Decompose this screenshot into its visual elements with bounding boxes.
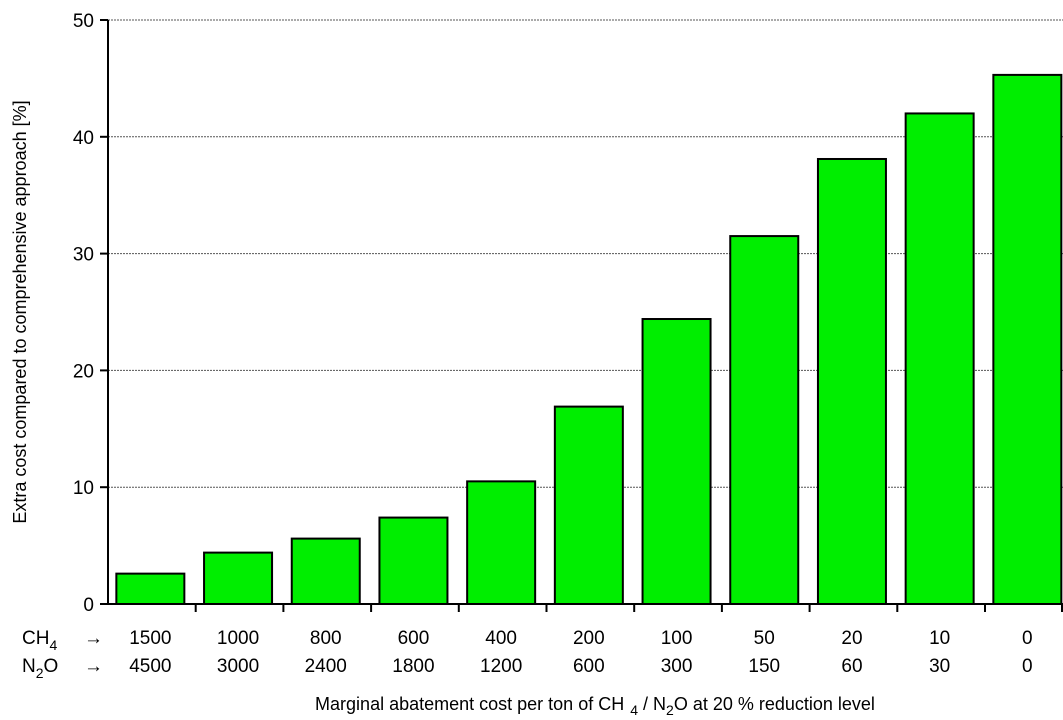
bar	[466, 480, 537, 605]
x-tick-label-ch4: 50	[754, 628, 775, 649]
bar	[553, 405, 624, 605]
x-axis-title-sub1: 4	[630, 702, 638, 718]
grid-lines	[108, 19, 1063, 488]
bar	[378, 516, 449, 605]
x-tick-label-ch4: 20	[841, 628, 862, 649]
bar	[816, 157, 887, 605]
x-tick-label-ch4: 1500	[129, 628, 171, 649]
bar	[729, 235, 800, 606]
x-tick-label-ch4: 400	[485, 628, 517, 649]
row-label-n2o-sub: 2	[36, 665, 44, 681]
y-tick-label: 20	[73, 361, 94, 382]
x-axis-title-prefix: Marginal abatement cost per ton of CH	[315, 694, 624, 714]
bar	[641, 318, 712, 605]
bar	[904, 112, 975, 605]
x-tick-label-n2o: 600	[573, 656, 605, 677]
row-arrow-ch4: →	[84, 628, 103, 649]
y-tick-label: 40	[73, 128, 94, 149]
x-tick-label-n2o: 150	[748, 656, 780, 677]
x-tick-label-n2o: 30	[929, 656, 950, 677]
y-tick-label: 0	[83, 595, 94, 616]
row-label-n2o: N2O	[22, 656, 58, 681]
x-axis-title-suffix: O at 20 % reduction level	[674, 694, 875, 714]
y-tick-label: 10	[73, 478, 94, 499]
y-axis-title: Extra cost compared to comprehensive app…	[10, 100, 30, 523]
x-tick-label-n2o: 60	[841, 656, 862, 677]
row-label-n2o-base: N	[22, 656, 36, 677]
row-label-ch4-base: CH	[22, 628, 49, 649]
bars	[115, 73, 1063, 606]
bar	[115, 572, 186, 606]
x-tick-marks	[194, 604, 1063, 612]
x-tick-label-ch4: 100	[661, 628, 693, 649]
x-tick-label-ch4: 10	[929, 628, 950, 649]
x-axis-title: Marginal abatement cost per ton of CH 4 /…	[315, 694, 875, 718]
x-tick-label-n2o: 4500	[129, 656, 171, 677]
x-tick-label-ch4: 1000	[217, 628, 259, 649]
x-tick-label-n2o: 2400	[305, 656, 347, 677]
axes	[107, 20, 1063, 605]
bar	[203, 551, 274, 605]
row-arrow-n2o: →	[84, 656, 103, 677]
x-tick-label-n2o: 1800	[392, 656, 434, 677]
x-tick-label-n2o: 1200	[480, 656, 522, 677]
x-tick-label-ch4: 800	[310, 628, 342, 649]
y-tick-labels: 0 10 20 30 40 50	[73, 11, 108, 616]
x-tick-label-n2o: 3000	[217, 656, 259, 677]
x-axis-title-mid: / N	[638, 694, 666, 714]
row-label-ch4: CH4	[22, 628, 57, 653]
y-tick-label: 30	[73, 245, 94, 266]
x-tick-label-ch4: 0	[1022, 628, 1033, 649]
x-tick-label-n2o: 300	[661, 656, 693, 677]
row-label-ch4-sub: 4	[49, 637, 57, 653]
x-axis-title-sub2: 2	[666, 702, 674, 718]
x-tick-label-ch4: 600	[398, 628, 430, 649]
bar	[992, 73, 1063, 606]
bar	[290, 537, 361, 605]
y-tick-label: 50	[73, 11, 94, 32]
x-tick-label-n2o: 0	[1022, 656, 1033, 677]
row-label-n2o-post: O	[44, 656, 59, 677]
x-tick-label-ch4: 200	[573, 628, 605, 649]
